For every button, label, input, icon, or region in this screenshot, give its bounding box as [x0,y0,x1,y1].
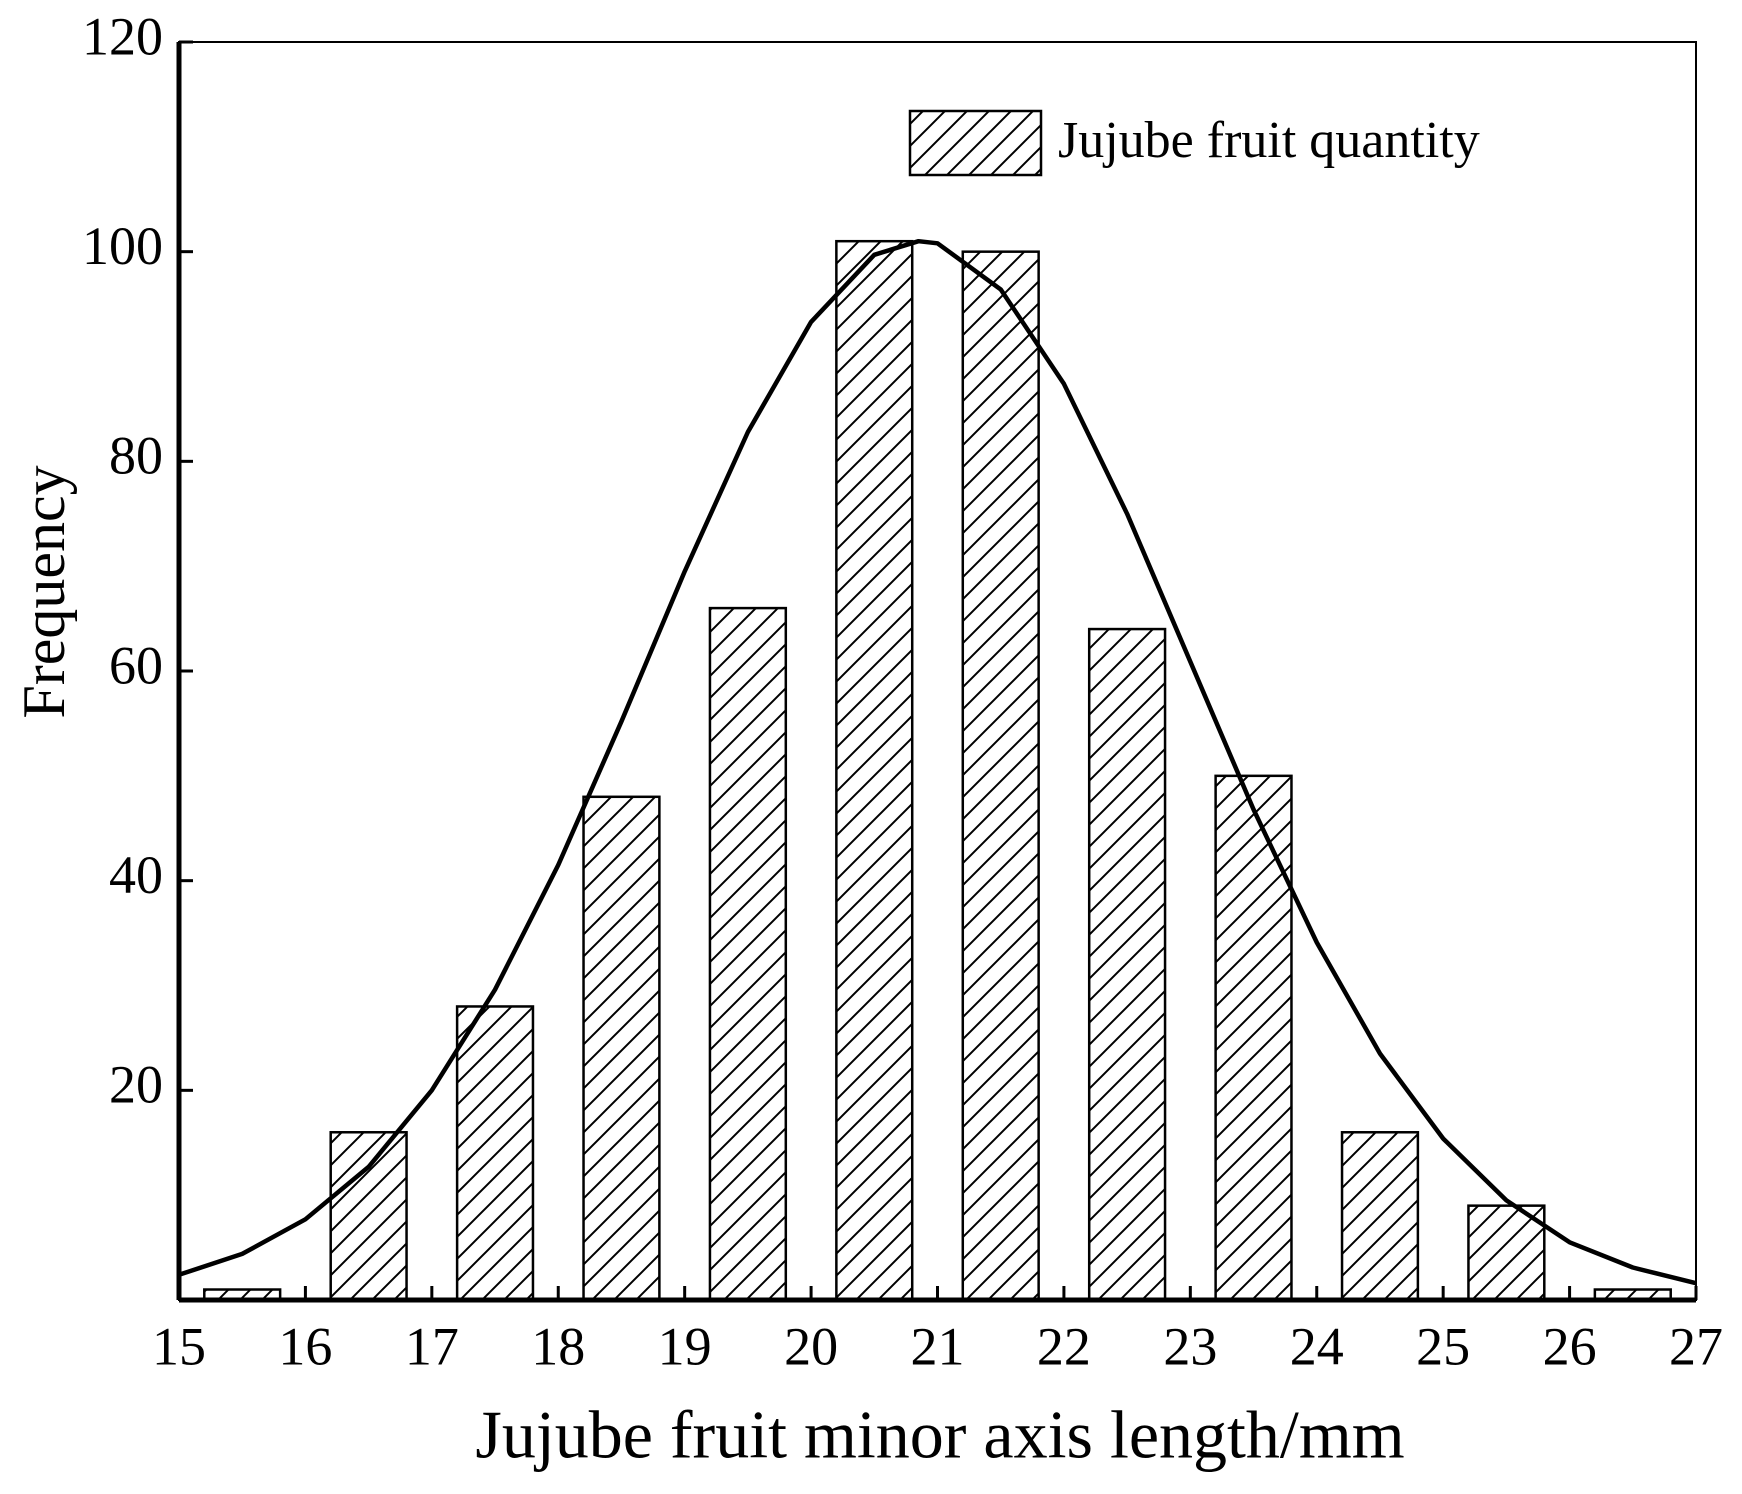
bar [582,795,661,1302]
y-tick-label: 60 [109,635,163,695]
legend-swatch [908,109,1043,177]
bar [1340,1131,1420,1302]
x-tick-label: 21 [911,1316,965,1376]
x-tick-label: 15 [152,1316,206,1376]
x-tick-label: 18 [531,1316,585,1376]
x-tick-label: 25 [1416,1316,1470,1376]
fit-curve [178,238,1697,1286]
bar [708,606,788,1302]
bar [329,1131,408,1302]
x-tick-label: 22 [1037,1316,1091,1376]
x-tick-label: 17 [405,1316,459,1376]
x-tick-label: 24 [1290,1316,1344,1376]
bar [1467,1204,1546,1302]
x-tick-label: 16 [278,1316,332,1376]
bar [1214,774,1293,1302]
x-tick-label: 20 [784,1316,838,1376]
y-tick-label: 80 [109,426,163,486]
y-tick-label: 120 [82,6,163,66]
plot-frame [178,41,1697,1301]
bar [455,1005,535,1302]
x-tick-label: 19 [658,1316,712,1376]
y-tick-label: 100 [82,216,163,276]
y-axis-title: Frequency [11,465,77,718]
x-tick-label: 27 [1669,1316,1723,1376]
legend-label: Jujube fruit quantity [1058,112,1480,169]
x-axis-title: Jujube fruit minor axis length/mm [475,1397,1404,1473]
x-tick-label: 23 [1163,1316,1217,1376]
y-tick-label: 40 [109,845,163,905]
y-tick-label: 20 [109,1055,163,1115]
bar [1087,627,1167,1302]
bar [835,239,914,1302]
bar [961,250,1040,1302]
x-tick-label: 26 [1543,1316,1597,1376]
